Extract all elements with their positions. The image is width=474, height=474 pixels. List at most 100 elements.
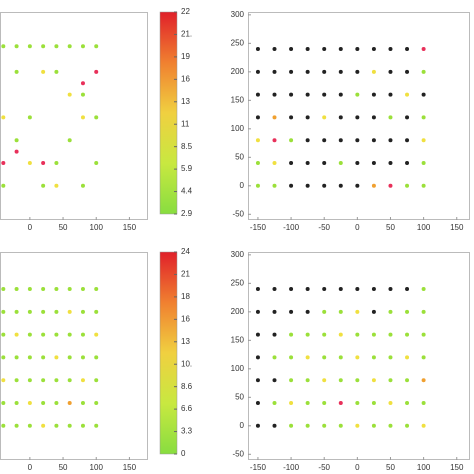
data-point — [41, 423, 46, 428]
data-point — [338, 355, 343, 360]
data-point — [41, 355, 46, 360]
x-tick-label: 0 — [355, 223, 360, 232]
colorbar-label: 8.6 — [181, 382, 193, 391]
data-point — [421, 423, 426, 428]
data-point — [305, 183, 310, 188]
data-point — [272, 309, 277, 314]
data-point — [14, 378, 19, 383]
data-point — [272, 423, 277, 428]
data-point — [388, 287, 393, 292]
data-point — [371, 401, 376, 406]
data-point — [27, 355, 32, 360]
data-point — [371, 92, 376, 97]
data-point — [371, 309, 376, 314]
colorbar-label: 8.5 — [181, 142, 193, 151]
data-point — [371, 423, 376, 428]
data-point — [80, 92, 85, 97]
data-point — [322, 47, 327, 52]
colorbar — [159, 11, 178, 215]
data-point — [322, 287, 327, 292]
data-point — [80, 355, 85, 360]
data-point — [405, 423, 410, 428]
data-point — [272, 161, 277, 166]
data-point — [80, 378, 85, 383]
y-tick-label: 150 — [231, 95, 245, 104]
x-tick-label: -100 — [283, 223, 300, 232]
data-point — [41, 332, 46, 337]
data-point — [338, 47, 343, 52]
data-point — [255, 47, 260, 52]
data-point — [27, 115, 32, 120]
data-point — [67, 401, 72, 406]
data-point — [322, 69, 327, 74]
data-point — [338, 138, 343, 143]
data-point — [338, 423, 343, 428]
data-point — [41, 183, 46, 188]
data-point — [371, 287, 376, 292]
data-point — [1, 378, 6, 383]
data-point — [355, 332, 360, 337]
y-tick-label: 100 — [231, 364, 245, 373]
data-point — [355, 183, 360, 188]
data-point — [322, 355, 327, 360]
data-point — [80, 423, 85, 428]
data-point — [1, 309, 6, 314]
data-point — [14, 149, 19, 154]
x-tick-label: 150 — [123, 463, 137, 472]
data-point — [405, 309, 410, 314]
data-point — [41, 44, 46, 49]
data-point — [14, 355, 19, 360]
x-tick-label: 100 — [90, 463, 104, 472]
y-tick-label: 200 — [231, 307, 245, 316]
data-point — [27, 161, 32, 166]
data-point — [27, 332, 32, 337]
data-point — [421, 161, 426, 166]
data-point — [289, 69, 294, 74]
data-point — [80, 332, 85, 337]
y-tick-label: 100 — [231, 124, 245, 133]
data-point — [405, 183, 410, 188]
data-point — [94, 44, 99, 49]
y-tick-label: 50 — [235, 152, 244, 161]
data-point — [338, 401, 343, 406]
y-tick-label: 50 — [235, 392, 244, 401]
data-point — [322, 92, 327, 97]
data-point — [355, 378, 360, 383]
colorbar-label: 21. — [181, 30, 192, 39]
panel: 0 50 100 150 22 21. 19 16 13 11 8.5 5.9 4.4 2.9 — [0, 7, 193, 232]
data-point — [255, 332, 260, 337]
data-point — [388, 332, 393, 337]
x-tick-label: -50 — [318, 223, 330, 232]
data-point — [421, 69, 426, 74]
data-point — [94, 332, 99, 337]
data-point — [27, 287, 32, 292]
plot-frame — [248, 12, 470, 220]
data-point — [255, 183, 260, 188]
data-point — [94, 309, 99, 314]
data-point — [305, 138, 310, 143]
x-tick-label: -100 — [283, 463, 300, 472]
data-point — [371, 332, 376, 337]
data-point — [371, 138, 376, 143]
data-point — [41, 287, 46, 292]
data-point — [41, 161, 46, 166]
data-point — [405, 138, 410, 143]
data-point — [289, 378, 294, 383]
data-point — [355, 287, 360, 292]
x-tick-label: 150 — [450, 463, 464, 472]
data-point — [305, 69, 310, 74]
data-point — [1, 44, 6, 49]
data-point — [322, 161, 327, 166]
data-point — [338, 287, 343, 292]
data-point — [289, 47, 294, 52]
data-point — [322, 138, 327, 143]
colorbar-label: 6.6 — [181, 404, 193, 413]
data-point — [289, 401, 294, 406]
x-tick-label: 100 — [90, 223, 104, 232]
colorbar-label: 13 — [181, 337, 190, 346]
data-point — [272, 69, 277, 74]
x-tick-label: 50 — [59, 463, 68, 472]
data-point — [27, 423, 32, 428]
data-point — [27, 401, 32, 406]
